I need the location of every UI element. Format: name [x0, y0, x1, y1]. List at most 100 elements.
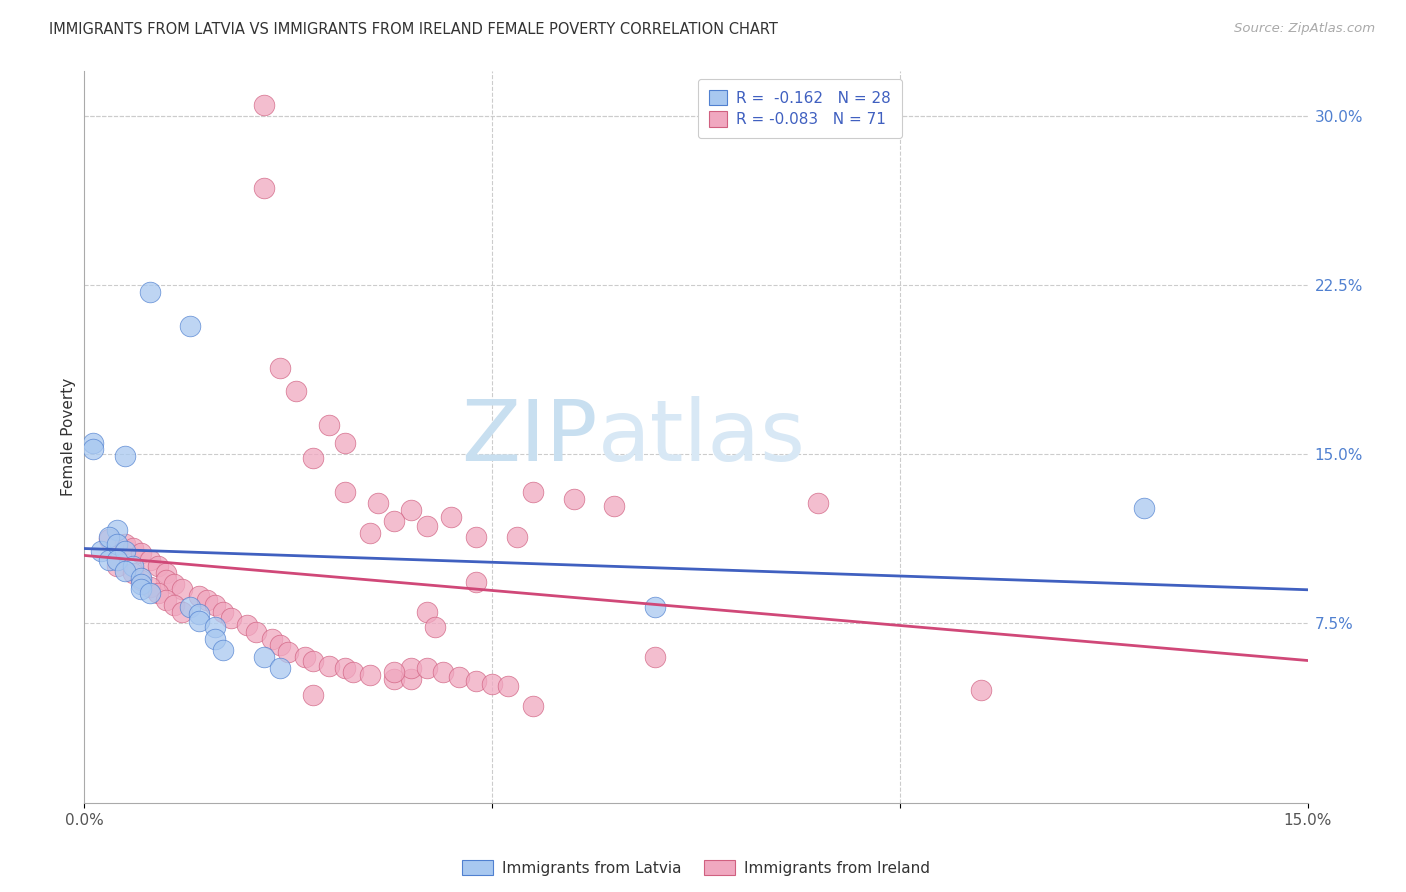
Point	[432, 665, 454, 680]
Point	[131, 582, 153, 596]
Point	[522, 485, 544, 500]
Text: Source: ZipAtlas.com: Source: ZipAtlas.com	[1234, 22, 1375, 36]
Point	[146, 586, 169, 600]
Point	[97, 530, 120, 544]
Point	[155, 573, 177, 587]
Point	[204, 620, 226, 634]
Point	[245, 624, 267, 639]
Point	[562, 491, 585, 506]
Point	[155, 593, 177, 607]
Point	[367, 496, 389, 510]
Point	[644, 599, 666, 614]
Point	[359, 525, 381, 540]
Point	[807, 496, 830, 510]
Point	[131, 546, 153, 560]
Text: IMMIGRANTS FROM LATVIA VS IMMIGRANTS FROM IRELAND FEMALE POVERTY CORRELATION CHA: IMMIGRANTS FROM LATVIA VS IMMIGRANTS FRO…	[49, 22, 778, 37]
Point	[440, 510, 463, 524]
Point	[82, 442, 104, 457]
Point	[187, 614, 209, 628]
Point	[301, 654, 323, 668]
Point	[464, 530, 486, 544]
Point	[122, 541, 145, 556]
Point	[253, 98, 276, 112]
Point	[449, 670, 471, 684]
Point	[114, 537, 136, 551]
Point	[1133, 500, 1156, 515]
Point	[131, 571, 153, 585]
Point	[105, 553, 128, 567]
Point	[131, 573, 153, 587]
Point	[382, 672, 405, 686]
Point	[522, 699, 544, 714]
Point	[294, 649, 316, 664]
Point	[318, 417, 340, 432]
Point	[172, 582, 194, 596]
Point	[416, 605, 439, 619]
Point	[179, 318, 201, 333]
Point	[82, 435, 104, 450]
Point	[260, 632, 283, 646]
Point	[105, 524, 128, 538]
Point	[138, 580, 160, 594]
Point	[114, 564, 136, 578]
Text: ZIP: ZIP	[461, 395, 598, 479]
Point	[318, 658, 340, 673]
Point	[301, 688, 323, 702]
Point	[219, 611, 242, 625]
Point	[269, 638, 291, 652]
Point	[179, 599, 201, 614]
Point	[603, 499, 626, 513]
Point	[97, 553, 120, 567]
Point	[269, 661, 291, 675]
Point	[212, 642, 235, 657]
Point	[285, 384, 308, 398]
Point	[416, 519, 439, 533]
Point	[464, 674, 486, 689]
Point	[163, 577, 186, 591]
Point	[253, 181, 276, 195]
Point	[204, 598, 226, 612]
Point	[236, 618, 259, 632]
Point	[138, 553, 160, 567]
Point	[464, 575, 486, 590]
Point	[335, 661, 357, 675]
Point	[122, 559, 145, 574]
Point	[253, 649, 276, 664]
Point	[195, 593, 218, 607]
Point	[105, 559, 128, 574]
Y-axis label: Female Poverty: Female Poverty	[60, 378, 76, 496]
Point	[138, 586, 160, 600]
Point	[301, 451, 323, 466]
Point	[146, 559, 169, 574]
Point	[187, 589, 209, 603]
Point	[481, 676, 503, 690]
Point	[212, 605, 235, 619]
Point	[204, 632, 226, 646]
Point	[399, 672, 422, 686]
Point	[423, 620, 446, 634]
Point	[122, 566, 145, 581]
Point	[399, 503, 422, 517]
Point	[155, 566, 177, 581]
Point	[644, 649, 666, 664]
Point	[498, 679, 520, 693]
Point	[382, 665, 405, 680]
Point	[114, 449, 136, 463]
Point	[172, 605, 194, 619]
Point	[382, 515, 405, 529]
Point	[277, 645, 299, 659]
Point	[335, 435, 357, 450]
Point	[90, 543, 112, 558]
Point	[335, 485, 357, 500]
Point	[138, 285, 160, 299]
Point	[970, 683, 993, 698]
Point	[342, 665, 364, 680]
Point	[131, 577, 153, 591]
Point	[114, 543, 136, 558]
Point	[505, 530, 527, 544]
Legend: Immigrants from Latvia, Immigrants from Ireland: Immigrants from Latvia, Immigrants from …	[456, 855, 936, 882]
Point	[97, 533, 120, 547]
Point	[269, 361, 291, 376]
Text: atlas: atlas	[598, 395, 806, 479]
Point	[187, 607, 209, 621]
